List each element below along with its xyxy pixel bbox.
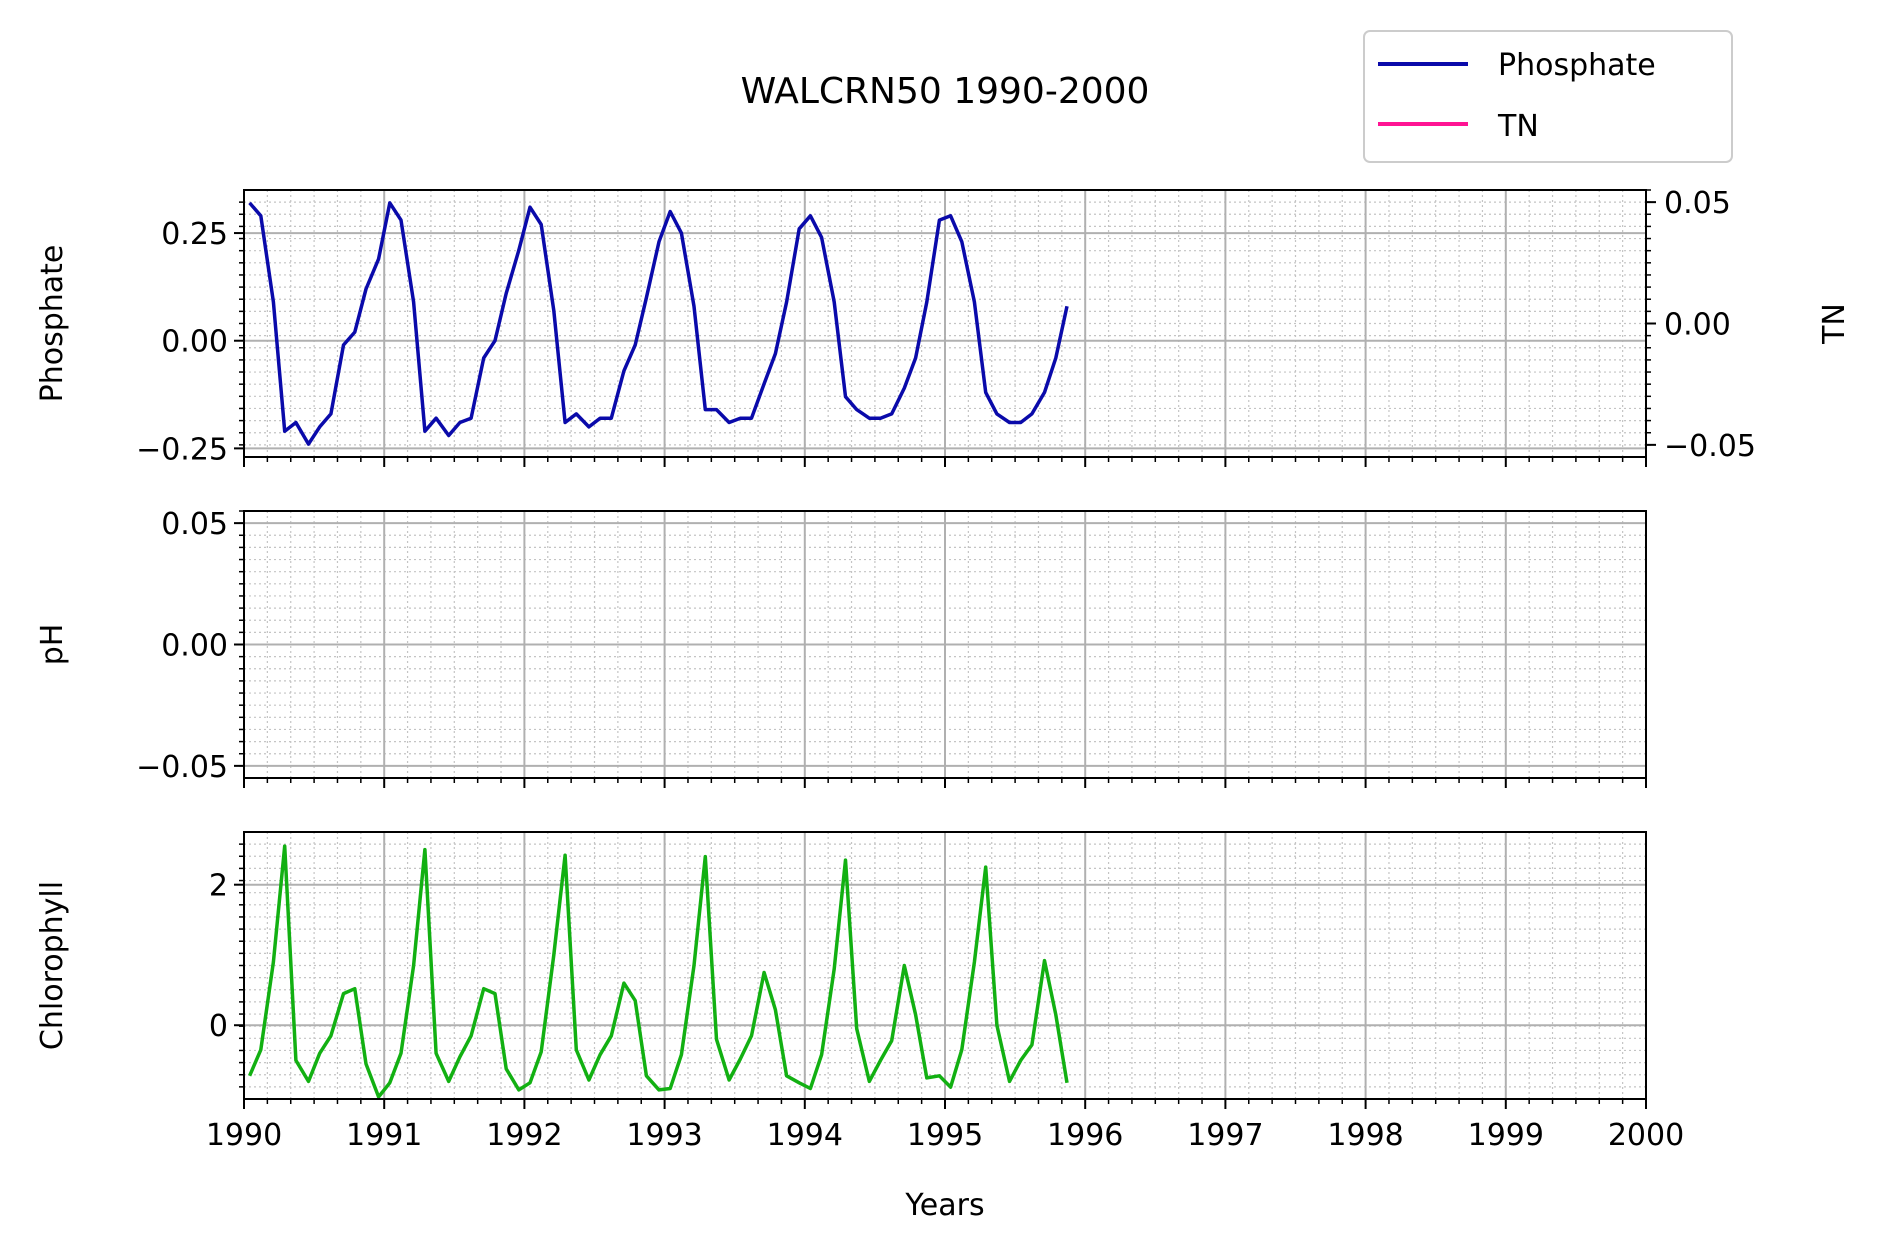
y-tick-label: 0.00 — [161, 629, 228, 664]
y-tick-label: 2 — [209, 869, 228, 904]
right-y-tick-label: −0.05 — [1664, 429, 1756, 464]
y-tick-label: 0 — [209, 1009, 228, 1044]
y-tick-label: −0.05 — [136, 750, 228, 785]
right-y-tick-label: 0.00 — [1664, 308, 1731, 343]
legend-label-phosphate: Phosphate — [1498, 48, 1656, 83]
x-tick-label: 1997 — [1187, 1118, 1263, 1153]
axes-frame — [243, 831, 1647, 1100]
y-axis-label: pH — [35, 624, 70, 666]
x-tick-label: 1992 — [486, 1118, 562, 1153]
panel-ph: 0.05 0.00 −0.05 pH — [35, 507, 1647, 788]
axes-frame — [243, 189, 1647, 458]
x-axis-label: Years — [904, 1188, 984, 1223]
y-axis-label: Phosphate — [35, 245, 70, 403]
y-tick-label: −0.25 — [136, 432, 228, 467]
y-axis-label: Chlorophyll — [35, 881, 70, 1050]
x-tick-label: 1990 — [206, 1118, 282, 1153]
x-tick-label: 1994 — [767, 1118, 843, 1153]
legend: Phosphate TN — [1363, 30, 1733, 163]
chart-title: WALCRN50 1990-2000 — [741, 71, 1150, 112]
x-tick-label: 1999 — [1468, 1118, 1544, 1153]
series-line-phosphate — [248, 201, 1069, 446]
x-tick-label: 1998 — [1327, 1118, 1403, 1153]
right-y-tick-label: 0.05 — [1664, 186, 1731, 221]
x-tick-label: 1993 — [626, 1118, 702, 1153]
y-tick-label: 0.00 — [161, 325, 228, 360]
axes-frame — [243, 510, 1647, 779]
y-tick-label: 0.25 — [161, 217, 228, 252]
x-tick-label: 1995 — [907, 1118, 983, 1153]
right-y-axis-label: TN — [1817, 303, 1852, 345]
panel-chlorophyll: 2 0 Chlorophyll — [35, 831, 1647, 1109]
series-line-chlorophyll — [247, 844, 1069, 1099]
x-tick-label: 1996 — [1047, 1118, 1123, 1153]
plot-panels: 0.25 0.00 −0.25 0.05 0.00 −0.05 TN Phosphate 0.0… — [35, 186, 1852, 1153]
x-tick-label: 2000 — [1608, 1118, 1684, 1153]
x-tick-label: 1991 — [346, 1118, 422, 1153]
y-tick-label: 0.05 — [161, 507, 228, 542]
legend-label-tn: TN — [1497, 109, 1539, 144]
panel-phosphate: 0.25 0.00 −0.25 0.05 0.00 −0.05 TN Phosphate — [35, 186, 1852, 467]
